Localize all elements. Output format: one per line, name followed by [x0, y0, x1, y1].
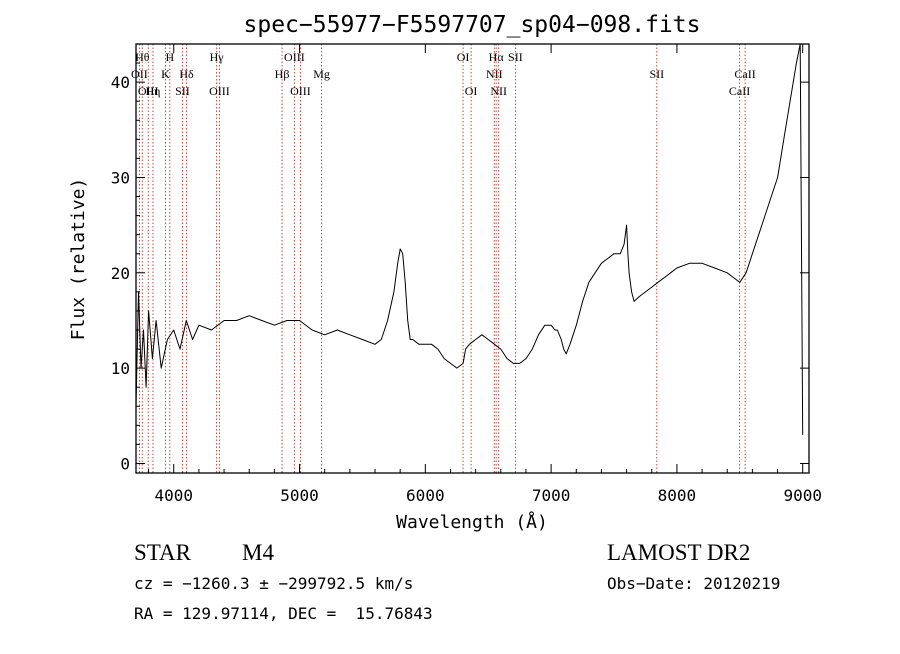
line-marker-label: OI [465, 84, 478, 98]
line-marker-label: Hδ [179, 67, 194, 81]
line-marker-label: SII [508, 50, 523, 64]
x-axis-label: Wavelength (Å) [396, 511, 548, 533]
spectrum-line [135, 43, 804, 435]
x-tick-label: 4000 [154, 486, 193, 505]
line-marker-label: NII [486, 67, 503, 81]
line-markers: OIIHθOIIIHηKHSIIHδHγOIIIHβOIIIOIIIMgOIOI… [131, 44, 756, 473]
line-marker-label: K [161, 67, 170, 81]
line-marker-label: NII [490, 84, 507, 98]
x-tick-label: 5000 [280, 486, 319, 505]
x-tick-label: 9000 [783, 486, 822, 505]
x-tick-label: 8000 [658, 486, 697, 505]
y-tick-label: 10 [111, 359, 130, 378]
x-tick-label: 7000 [532, 486, 571, 505]
line-marker-label: OI [457, 50, 470, 64]
y-tick-label: 20 [111, 264, 130, 283]
redshift-line: cz = −1260.3 ± −299792.5 km/s [134, 574, 414, 593]
line-marker-label: Hθ [135, 50, 150, 64]
object-class: STAR [134, 540, 191, 565]
coordinates-line: RA = 129.97114, DEC = 15.76843 [134, 604, 433, 623]
line-marker-label: Hη [146, 84, 161, 98]
object-subclass: M4 [242, 540, 274, 565]
y-axis-label: Flux (relative) [68, 178, 89, 341]
y-tick-label: 0 [120, 454, 130, 473]
obs-date: Obs−Date: 20120219 [607, 574, 781, 593]
line-marker-label: OII [131, 67, 148, 81]
line-marker-label: Mg [313, 67, 330, 81]
y-tick-label: 30 [111, 168, 130, 187]
line-marker-label: CaII [734, 67, 755, 81]
line-marker-label: OIII [284, 50, 305, 64]
chart-title: spec−55977−F5597707_sp04−098.fits [244, 12, 701, 38]
line-marker-label: SII [649, 67, 664, 81]
line-marker-label: Hβ [275, 67, 290, 81]
y-tick-label: 40 [111, 73, 130, 92]
line-marker-label: OIII [290, 84, 311, 98]
line-marker-label: OIII [209, 84, 230, 98]
line-marker-label: CaII [729, 84, 750, 98]
survey-name: LAMOST DR2 [607, 540, 751, 565]
line-marker-label: Hα [489, 50, 505, 64]
line-marker-label: SII [175, 84, 190, 98]
line-marker-label: Hγ [210, 50, 225, 64]
x-tick-label: 6000 [406, 486, 445, 505]
plot-frame [135, 43, 810, 474]
axis-ticks: 4000 5000 6000 7000 8000 9000 0 10 20 30 40 [111, 44, 822, 505]
line-marker-label: H [166, 50, 175, 64]
